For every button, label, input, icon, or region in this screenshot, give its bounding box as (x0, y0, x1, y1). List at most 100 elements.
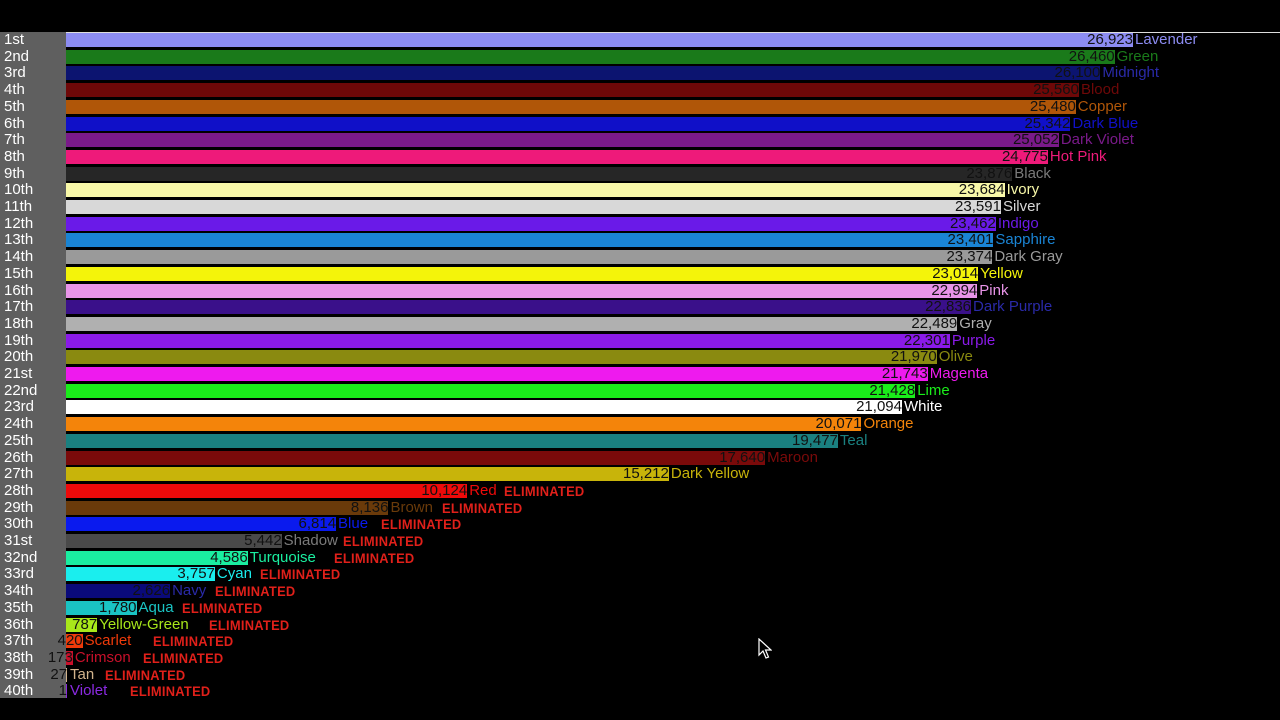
eliminated-label: ELIMINATED (260, 566, 341, 583)
eliminated-label: ELIMINATED (129, 683, 211, 700)
value-label: 21,970 (890, 348, 937, 366)
value-label: 23,374 (946, 248, 993, 266)
rank-label: 18th (4, 314, 34, 332)
bar (66, 33, 1133, 47)
series-name-label: Magenta (929, 365, 989, 382)
bar (66, 283, 978, 298)
series-name-label: Violet (70, 682, 108, 700)
rank-label: 30th (4, 515, 34, 533)
eliminated-label: ELIMINATED (334, 549, 415, 566)
series-name-label: Sapphire (995, 231, 1056, 249)
bar (66, 600, 137, 615)
bar (66, 467, 669, 482)
rank-label: 2nd (4, 47, 30, 65)
rank-label: 26th (4, 448, 34, 466)
rank-label: 16th (4, 281, 34, 299)
bar (66, 684, 67, 699)
rank-label: 11th (4, 198, 33, 215)
rank-label: 36th (4, 615, 34, 633)
eliminated-label: ELIMINATED (181, 599, 263, 616)
eliminated-label: ELIMINATED (152, 633, 234, 650)
rank-label: 22nd (4, 381, 38, 399)
series-name-label: Blood (1080, 81, 1120, 99)
rank-label: 12th (4, 214, 34, 232)
bar (66, 149, 1048, 164)
value-label: 10,124 (421, 481, 468, 499)
series-name-label: Teal (839, 431, 868, 449)
value-label: 25,342 (1024, 114, 1071, 132)
series-name-label: Turquoise (249, 548, 316, 566)
bar (66, 500, 389, 515)
bar (66, 333, 950, 348)
series-name-label: White (903, 398, 943, 416)
series-name-label: Silver (1002, 198, 1041, 215)
bar (66, 216, 996, 231)
value-label: 26,923 (1087, 31, 1133, 48)
series-name-label: Dark Gray (994, 248, 1063, 266)
rank-label: 6th (4, 114, 25, 132)
value-label: 173 (47, 648, 73, 666)
value-label: 23,684 (958, 181, 1005, 199)
series-name-label: Copper (1077, 97, 1127, 115)
series-name-label: Purple (951, 331, 996, 349)
value-label: 3,757 (177, 565, 215, 583)
series-name-label: Lavender (1135, 31, 1198, 48)
bar (66, 350, 937, 365)
bar (66, 567, 215, 582)
rank-label: 34th (4, 582, 34, 600)
bar (66, 116, 1071, 131)
rank-label: 5th (4, 97, 25, 115)
value-label: 1,780 (98, 598, 137, 616)
rank-label: 32nd (4, 548, 38, 566)
bar (66, 250, 993, 265)
rank-label: 35th (4, 598, 34, 616)
bar (66, 433, 838, 448)
eliminated-label: ELIMINATED (208, 616, 290, 633)
bar (66, 166, 1013, 181)
rank-label: 38th (4, 648, 34, 666)
series-name-label: Red (469, 481, 497, 499)
rank-label: 37th (4, 632, 34, 650)
bar (66, 483, 468, 498)
rank-label: 15th (4, 264, 34, 282)
value-label: 5,442 (244, 532, 282, 549)
bar (66, 617, 98, 632)
bar (66, 534, 282, 548)
value-label: 24,775 (1001, 147, 1048, 165)
rank-label: 39th (4, 665, 34, 683)
series-name-label: Gray (959, 314, 992, 332)
rank-column (0, 32, 66, 698)
value-label: 22,301 (903, 331, 950, 349)
value-label: 19,477 (792, 431, 838, 449)
rank-label: 7th (4, 131, 25, 149)
bar (66, 66, 1101, 81)
rank-label: 27th (4, 465, 34, 483)
bar (66, 200, 1001, 214)
rank-label: 24th (4, 415, 34, 433)
rank-label: 9th (4, 164, 25, 182)
value-label: 6,814 (298, 515, 337, 533)
value-label: 25,560 (1033, 81, 1079, 99)
rank-label: 23rd (4, 398, 35, 416)
rank-label: 3rd (4, 64, 26, 82)
series-name-label: Dark Purple (973, 298, 1053, 316)
series-name-label: Indigo (997, 214, 1039, 232)
series-name-label: Yellow (980, 264, 1023, 282)
value-label: 1 (58, 682, 67, 700)
series-name-label: Lime (917, 381, 950, 399)
bar (66, 49, 1115, 64)
series-name-label: Blue (338, 515, 369, 533)
series-name-label: Scarlet (84, 632, 132, 650)
value-label: 2,626 (132, 582, 171, 600)
eliminated-label: ELIMINATED (504, 482, 585, 499)
rank-label: 29th (4, 498, 34, 516)
eliminated-label: ELIMINATED (343, 533, 424, 549)
series-name-label: Crimson (74, 648, 131, 666)
series-name-label: Ivory (1006, 181, 1040, 199)
rank-label: 28th (4, 481, 34, 499)
rank-label: 10th (4, 181, 34, 199)
value-label: 21,094 (856, 398, 902, 416)
value-label: 22,836 (925, 298, 972, 316)
rank-label: 31st (4, 532, 33, 549)
